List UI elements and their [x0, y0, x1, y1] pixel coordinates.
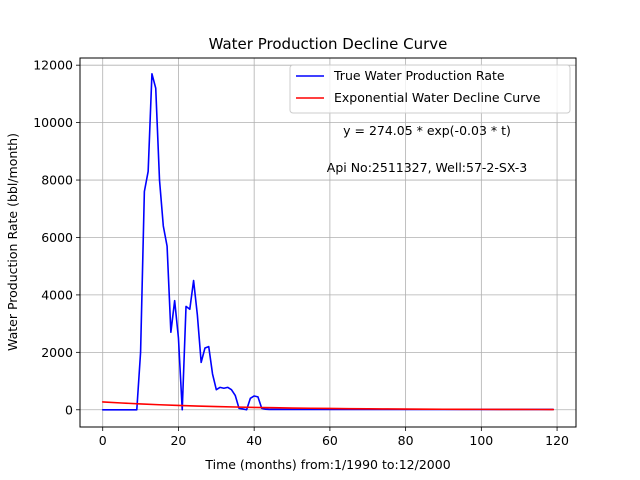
- legend: True Water Production Rate Exponential W…: [289, 64, 571, 114]
- series-layer: [101, 72, 555, 411]
- series-line-decline-curve: [101, 401, 555, 411]
- x-tick-label: 0: [99, 433, 107, 448]
- chart-title: Water Production Decline Curve: [209, 35, 448, 53]
- y-tick-label: 2000: [41, 345, 73, 360]
- x-tick-label: 40: [246, 433, 262, 448]
- legend-label-true-rate: True Water Production Rate: [333, 68, 505, 83]
- x-tick-label: 100: [469, 433, 493, 448]
- y-tick-label: 0: [65, 402, 73, 417]
- y-tick-label: 4000: [41, 287, 73, 302]
- y-tick-label: 12000: [33, 58, 73, 73]
- legend-label-decline-curve: Exponential Water Decline Curve: [334, 90, 541, 105]
- y-axis-label: Water Production Rate (bbl/month): [5, 133, 20, 351]
- legend-box: [289, 64, 571, 114]
- x-tick-label: 120: [545, 433, 569, 448]
- well-annotation: Api No:2511327, Well:57-2-SX-3: [327, 160, 527, 175]
- y-tick-label: 8000: [41, 173, 73, 188]
- equation-annotation: y = 274.05 * exp(-0.03 * t): [343, 123, 511, 138]
- plot-frame: [79, 57, 577, 428]
- x-axis-label: Time (months) from:1/1990 to:12/2000: [204, 457, 450, 472]
- x-tick-label: 20: [170, 433, 186, 448]
- x-tick-label: 60: [322, 433, 338, 448]
- ticks: 0 20 40 60 80 100 120 0 2000 4000 6000 8000 10000 120…: [33, 58, 569, 448]
- y-tick-label: 6000: [41, 230, 73, 245]
- x-tick-label: 80: [398, 433, 414, 448]
- y-tick-label: 10000: [33, 115, 73, 130]
